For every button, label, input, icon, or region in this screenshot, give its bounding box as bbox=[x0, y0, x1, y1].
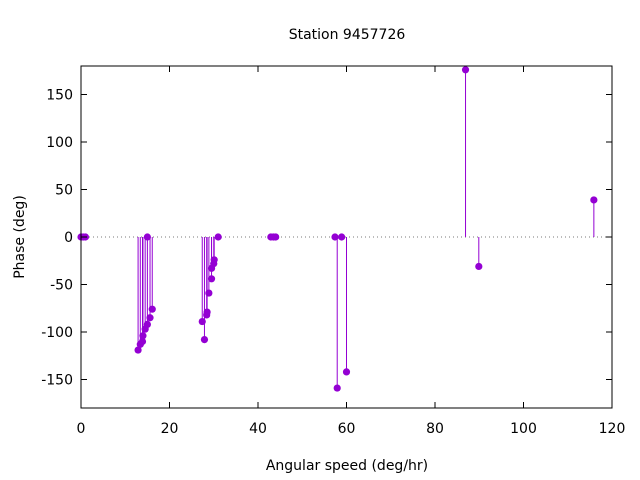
x-tick-label: 40 bbox=[249, 421, 267, 437]
x-tick-label: 80 bbox=[426, 421, 444, 437]
data-point bbox=[134, 346, 142, 354]
data-point bbox=[200, 336, 209, 344]
data-point bbox=[338, 233, 346, 241]
y-tick-label: 100 bbox=[46, 135, 73, 151]
data-point bbox=[207, 275, 216, 283]
data-point bbox=[272, 233, 280, 241]
y-tick-label: -50 bbox=[50, 278, 73, 294]
y-tick-label: -150 bbox=[41, 373, 73, 389]
data-point bbox=[138, 337, 147, 346]
data-point bbox=[143, 233, 151, 241]
data-point bbox=[210, 256, 218, 264]
x-axis-label: Angular speed (deg/hr) bbox=[266, 458, 428, 474]
data-point bbox=[333, 384, 341, 392]
data-point bbox=[214, 233, 222, 241]
data-point bbox=[205, 289, 213, 297]
x-tick-label: 120 bbox=[599, 421, 626, 437]
data-point bbox=[590, 196, 598, 204]
data-point bbox=[461, 66, 470, 74]
y-tick-label: -100 bbox=[41, 325, 73, 341]
y-tick-label: 150 bbox=[46, 88, 73, 104]
y-axis-label: Phase (deg) bbox=[12, 195, 28, 279]
data-point bbox=[146, 314, 154, 322]
data-point bbox=[342, 368, 351, 376]
data-point bbox=[148, 305, 156, 313]
y-tick-label: 0 bbox=[64, 230, 73, 246]
data-point bbox=[198, 317, 206, 326]
data-point bbox=[475, 262, 483, 271]
x-tick-label: 100 bbox=[510, 421, 537, 437]
x-axis-ticks: 0 20 40 60 80 100 120 bbox=[77, 66, 626, 437]
data-point bbox=[143, 320, 151, 328]
x-tick-label: 0 bbox=[77, 421, 86, 437]
data-point bbox=[203, 308, 211, 316]
y-tick-label: 50 bbox=[55, 183, 73, 199]
data-point bbox=[331, 233, 339, 241]
chart-title: Station 9457726 bbox=[289, 27, 406, 43]
x-tick-label: 20 bbox=[161, 421, 179, 437]
data-point bbox=[139, 332, 147, 340]
y-axis-ticks: -150 -100 -50 0 50 100 150 bbox=[41, 88, 612, 389]
impulse-stems bbox=[137, 69, 595, 389]
x-tick-label: 60 bbox=[338, 421, 356, 437]
